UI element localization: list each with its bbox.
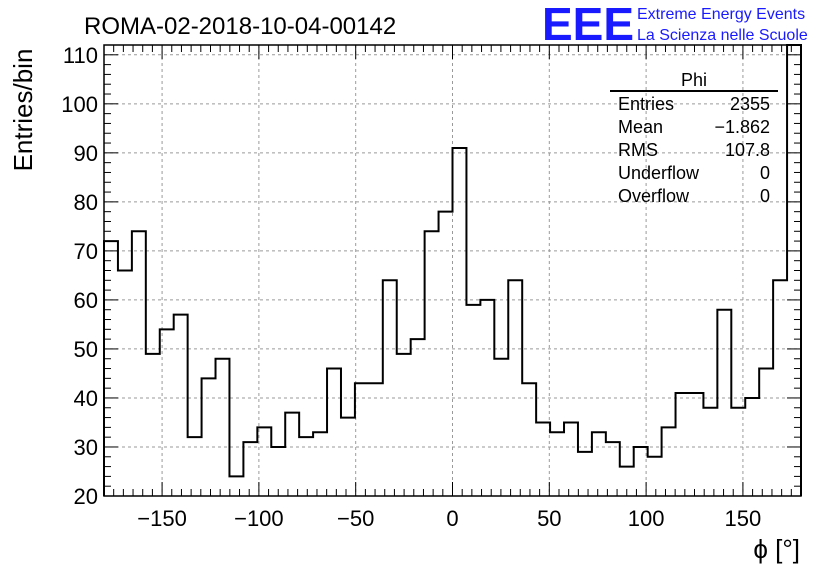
stats-box-title: Phi: [681, 70, 707, 90]
histogram-bin: [522, 383, 536, 496]
histogram-bin: [773, 280, 787, 496]
histogram-bin: [425, 231, 439, 496]
stats-mean-value: −1.862: [714, 117, 770, 137]
histogram-bin: [508, 280, 522, 496]
y-tick-label: 70: [74, 239, 98, 264]
stats-entries-value: 2355: [730, 94, 770, 114]
histogram-bin: [383, 280, 397, 496]
histogram-bin: [369, 383, 383, 496]
stats-overflow-value: 0: [760, 186, 770, 206]
stats-mean-label: Mean: [618, 117, 663, 137]
histogram-bin: [160, 329, 174, 496]
y-tick-label: 40: [74, 386, 98, 411]
x-tick-label: −100: [234, 506, 284, 531]
histogram-bin: [676, 393, 690, 496]
tick-labels: −150 −100 −50 0 50 100 150 20 30 40 50 60 70 80 90 100 1…: [61, 43, 761, 531]
histogram-bin: [759, 369, 773, 496]
histogram-bin: [578, 452, 592, 496]
y-tick-label: 60: [74, 288, 98, 313]
stats-overflow-label: Overflow: [618, 186, 690, 206]
histogram-bin: [118, 271, 132, 497]
histogram-bin: [550, 432, 564, 496]
x-tick-label: 50: [537, 506, 561, 531]
y-tick-label: 30: [74, 435, 98, 460]
histogram-bin: [243, 442, 257, 496]
histogram-bin: [327, 369, 341, 496]
histogram-bin: [703, 408, 717, 496]
x-tick-label: 150: [725, 506, 762, 531]
x-tick-label: −50: [337, 506, 374, 531]
histogram-bin: [341, 418, 355, 496]
stats-rms-label: RMS: [618, 140, 658, 160]
x-tick-label: 100: [628, 506, 665, 531]
histogram-bin: [299, 437, 313, 496]
stats-rms-value: 107.8: [725, 140, 770, 160]
histogram-bin: [648, 457, 662, 496]
histogram-bin: [606, 442, 620, 496]
y-tick-label: 90: [74, 141, 98, 166]
histogram-bin: [411, 339, 425, 496]
y-tick-label: 100: [61, 92, 98, 117]
histogram-bin: [453, 148, 467, 496]
histogram-bin: [229, 476, 243, 496]
histogram-bin: [466, 305, 480, 496]
histogram-bin: [313, 432, 327, 496]
histogram-bin: [174, 315, 188, 496]
histogram-bin: [216, 359, 230, 496]
histogram-bin: [439, 212, 453, 496]
histogram-bin: [689, 393, 703, 496]
histogram-bin: [285, 413, 299, 496]
y-tick-label: 20: [74, 484, 98, 509]
histogram-bin: [592, 432, 606, 496]
x-axis-label: ϕ [°]: [753, 534, 800, 564]
logo-subtitle-line1: Extreme Energy Events: [637, 6, 805, 23]
histogram-bin: [146, 354, 160, 496]
histogram-bin: [355, 383, 369, 496]
axis-ticks: [104, 44, 801, 497]
y-tick-label: 80: [74, 190, 98, 215]
histogram-bin: [271, 447, 285, 496]
x-tick-label: −150: [137, 506, 187, 531]
y-axis-label: Entries/bin: [8, 49, 38, 172]
histogram-bin: [480, 300, 494, 496]
histogram-bars: [103, 44, 802, 497]
y-tick-label: 50: [74, 337, 98, 362]
stats-entries-label: Entries: [618, 94, 674, 114]
histogram-bin: [494, 359, 508, 496]
histogram-bin: [564, 422, 578, 496]
histogram-bin: [397, 354, 411, 496]
histogram-bin: [745, 398, 759, 496]
y-tick-label: 110: [63, 43, 98, 68]
stats-underflow-label: Underflow: [618, 163, 700, 183]
histogram-bin: [634, 447, 648, 496]
histogram-bin: [202, 378, 216, 496]
histogram-bin: [257, 427, 271, 496]
histogram-bin: [188, 437, 202, 496]
eee-logo: EEE: [542, 0, 634, 50]
chart-title: ROMA-02-2018-10-04-00142: [84, 13, 396, 40]
histogram-bin: [717, 310, 731, 496]
stats-underflow-value: 0: [760, 163, 770, 183]
stats-box: Phi Entries 2355 Mean −1.862 RMS 107.8 U…: [610, 70, 778, 206]
logo-subtitle-line2: La Scienza nelle Scuole: [637, 27, 808, 44]
histogram-outline: [103, 44, 802, 496]
histogram-bin: [536, 422, 550, 496]
histogram-bin: [132, 231, 146, 496]
x-tick-label: 0: [446, 506, 458, 531]
histogram-bin: [662, 427, 676, 496]
